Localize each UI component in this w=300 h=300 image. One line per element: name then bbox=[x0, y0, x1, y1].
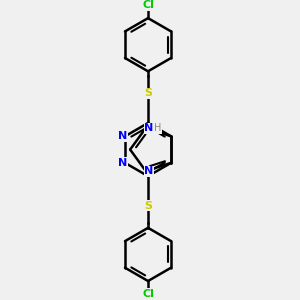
Text: Cl: Cl bbox=[142, 0, 154, 10]
Text: S: S bbox=[144, 201, 152, 211]
Text: N: N bbox=[118, 131, 128, 141]
Text: Cl: Cl bbox=[142, 289, 154, 299]
Text: H: H bbox=[154, 123, 161, 133]
Text: N: N bbox=[144, 166, 153, 176]
Text: N: N bbox=[118, 158, 128, 168]
Text: S: S bbox=[144, 88, 152, 98]
Text: N: N bbox=[144, 123, 153, 133]
